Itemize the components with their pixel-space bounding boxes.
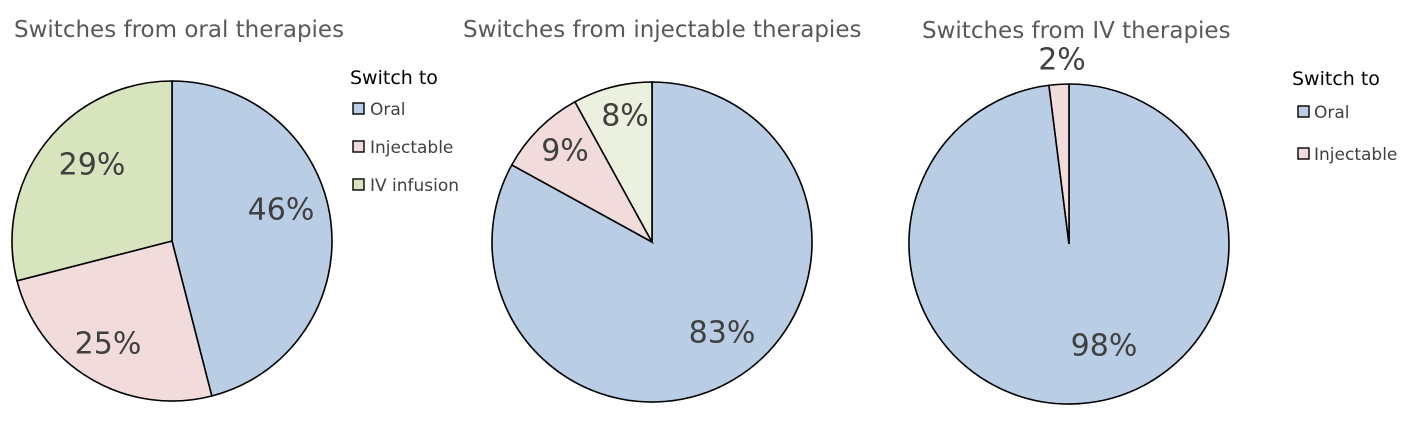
chart-title-oral: Switches from oral therapies <box>14 17 344 43</box>
chart-title-iv: Switches from IV therapies <box>922 18 1231 44</box>
data-label-injectable: 2% <box>1038 43 1086 78</box>
data-label-oral: 46% <box>248 193 315 228</box>
pie-oral: 46% 25% 29% <box>11 80 333 402</box>
data-label-oral: 98% <box>1071 329 1138 364</box>
chart-title-injectable: Switches from injectable therapies <box>463 17 861 43</box>
legend-swatch-oral <box>352 102 365 115</box>
pie-slice-oral <box>171 80 333 397</box>
legend-label-oral: Oral <box>370 100 406 120</box>
legend-label-injectable: Injectable <box>1314 145 1397 165</box>
pie-slice-injectable <box>510 100 655 245</box>
legend-swatch-injectable <box>352 140 365 153</box>
data-label-iv-infusion: 29% <box>59 148 126 183</box>
legend-swatch-oral <box>1297 105 1310 118</box>
legend-label-injectable: Injectable <box>370 138 453 158</box>
data-label-injectable: 25% <box>75 327 142 362</box>
legend-label-iv-infusion: IV infusion <box>370 176 459 196</box>
legend-title: Switch to <box>1292 68 1380 90</box>
legend-iv-chart: Switch to Oral Injectable <box>1292 68 1397 165</box>
pie-slice-iv-infusion <box>11 80 173 282</box>
data-label-injectable: 9% <box>541 134 589 169</box>
pie-injectable: 83% 9% 8% <box>491 81 813 403</box>
legend-swatch-iv-infusion <box>352 178 365 191</box>
legend-title: Switch to <box>350 67 438 89</box>
pie-slice-injectable <box>16 240 213 402</box>
pie-slice-iv-infusion <box>573 81 653 243</box>
legend-swatch-injectable <box>1297 147 1310 160</box>
pie-iv: 98% 2% <box>908 43 1230 405</box>
pie-slice-injectable <box>1048 83 1070 245</box>
legend-label-oral: Oral <box>1314 103 1350 123</box>
data-label-iv-infusion: 8% <box>601 99 649 134</box>
legend-oral-chart: Switch to Oral Injectable IV infusion <box>350 67 459 196</box>
data-label-oral: 83% <box>689 316 756 351</box>
